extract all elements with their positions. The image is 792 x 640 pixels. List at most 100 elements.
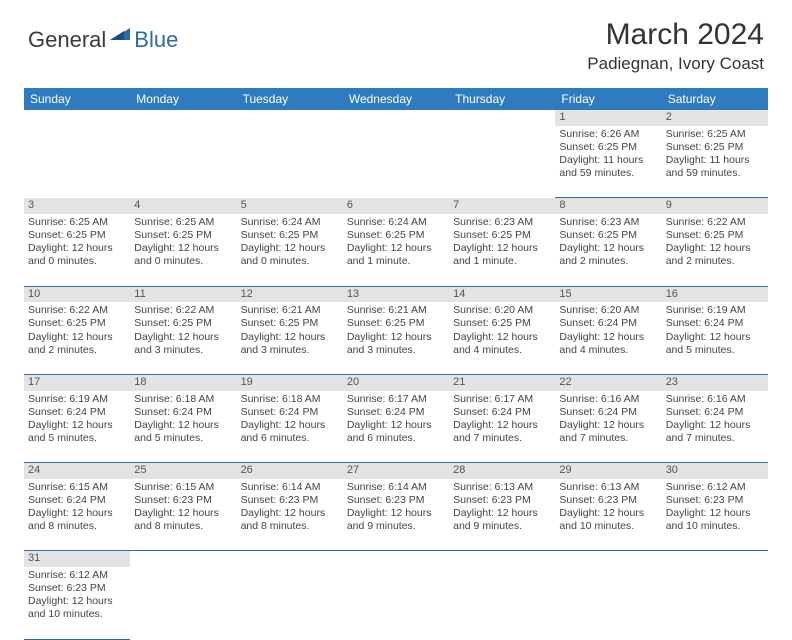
day-content-cell: Sunrise: 6:19 AMSunset: 6:24 PMDaylight:… [24, 391, 130, 463]
daylight-text: Daylight: 12 hours and 3 minutes. [347, 331, 445, 357]
sunset-text: Sunset: 6:23 PM [134, 494, 232, 507]
day-content-cell: Sunrise: 6:14 AMSunset: 6:23 PMDaylight:… [343, 479, 449, 551]
day-content-cell: Sunrise: 6:18 AMSunset: 6:24 PMDaylight:… [237, 391, 343, 463]
day-content-cell: Sunrise: 6:18 AMSunset: 6:24 PMDaylight:… [130, 391, 236, 463]
day-content-cell: Sunrise: 6:22 AMSunset: 6:25 PMDaylight:… [24, 302, 130, 374]
sunrise-text: Sunrise: 6:17 AM [347, 393, 445, 406]
sunset-text: Sunset: 6:24 PM [347, 406, 445, 419]
daylight-text: Daylight: 12 hours and 10 minutes. [28, 595, 126, 621]
sunrise-text: Sunrise: 6:14 AM [347, 481, 445, 494]
daylight-text: Daylight: 12 hours and 10 minutes. [559, 507, 657, 533]
day-content-cell [449, 126, 555, 198]
day-content-cell: Sunrise: 6:23 AMSunset: 6:25 PMDaylight:… [555, 214, 661, 286]
sunrise-text: Sunrise: 6:16 AM [559, 393, 657, 406]
sunrise-text: Sunrise: 6:22 AM [28, 304, 126, 317]
daylight-text: Daylight: 12 hours and 4 minutes. [453, 331, 551, 357]
daylight-text: Daylight: 12 hours and 0 minutes. [241, 242, 339, 268]
sunset-text: Sunset: 6:25 PM [241, 229, 339, 242]
day-content-cell [343, 567, 449, 639]
daylight-text: Daylight: 12 hours and 8 minutes. [28, 507, 126, 533]
daylight-text: Daylight: 11 hours and 59 minutes. [666, 154, 764, 180]
day-content-cell [130, 126, 236, 198]
day-content-cell: Sunrise: 6:17 AMSunset: 6:24 PMDaylight:… [449, 391, 555, 463]
sunrise-text: Sunrise: 6:15 AM [28, 481, 126, 494]
day-number-cell: 7 [449, 198, 555, 214]
weekday-header: Tuesday [237, 88, 343, 110]
sunset-text: Sunset: 6:23 PM [666, 494, 764, 507]
daylight-text: Daylight: 12 hours and 3 minutes. [241, 331, 339, 357]
day-content-cell: Sunrise: 6:25 AMSunset: 6:25 PMDaylight:… [24, 214, 130, 286]
day-content-cell: Sunrise: 6:16 AMSunset: 6:24 PMDaylight:… [662, 391, 768, 463]
sunset-text: Sunset: 6:25 PM [453, 229, 551, 242]
day-content-row: Sunrise: 6:15 AMSunset: 6:24 PMDaylight:… [24, 479, 768, 551]
sunrise-text: Sunrise: 6:25 AM [134, 216, 232, 229]
day-number-cell: 26 [237, 463, 343, 479]
day-number-cell: 19 [237, 374, 343, 390]
sunrise-text: Sunrise: 6:14 AM [241, 481, 339, 494]
day-content-row: Sunrise: 6:26 AMSunset: 6:25 PMDaylight:… [24, 126, 768, 198]
day-content-cell [130, 567, 236, 639]
day-number-cell: 17 [24, 374, 130, 390]
daylight-text: Daylight: 12 hours and 5 minutes. [666, 331, 764, 357]
sunrise-text: Sunrise: 6:13 AM [453, 481, 551, 494]
sunrise-text: Sunrise: 6:21 AM [241, 304, 339, 317]
sunset-text: Sunset: 6:24 PM [559, 317, 657, 330]
day-content-row: Sunrise: 6:12 AMSunset: 6:23 PMDaylight:… [24, 567, 768, 639]
sunrise-text: Sunrise: 6:25 AM [28, 216, 126, 229]
day-content-cell: Sunrise: 6:22 AMSunset: 6:25 PMDaylight:… [662, 214, 768, 286]
day-number-row: 12 [24, 110, 768, 126]
daylight-text: Daylight: 12 hours and 5 minutes. [28, 419, 126, 445]
day-number-cell: 31 [24, 551, 130, 567]
flag-icon [110, 26, 132, 45]
day-number-cell: 6 [343, 198, 449, 214]
sunset-text: Sunset: 6:25 PM [559, 229, 657, 242]
sunset-text: Sunset: 6:25 PM [134, 317, 232, 330]
sunrise-text: Sunrise: 6:19 AM [28, 393, 126, 406]
sunrise-text: Sunrise: 6:12 AM [666, 481, 764, 494]
sunrise-text: Sunrise: 6:12 AM [28, 569, 126, 582]
sunrise-text: Sunrise: 6:22 AM [134, 304, 232, 317]
day-number-cell: 9 [662, 198, 768, 214]
sunset-text: Sunset: 6:24 PM [241, 406, 339, 419]
day-content-cell [662, 567, 768, 639]
sunrise-text: Sunrise: 6:18 AM [241, 393, 339, 406]
sunset-text: Sunset: 6:24 PM [666, 406, 764, 419]
day-content-cell [237, 126, 343, 198]
sunrise-text: Sunrise: 6:15 AM [134, 481, 232, 494]
day-number-cell: 16 [662, 286, 768, 302]
daylight-text: Daylight: 12 hours and 2 minutes. [559, 242, 657, 268]
day-number-cell: 1 [555, 110, 661, 126]
day-number-row: 3456789 [24, 198, 768, 214]
day-content-cell: Sunrise: 6:25 AMSunset: 6:25 PMDaylight:… [662, 126, 768, 198]
day-number-cell: 12 [237, 286, 343, 302]
day-content-cell: Sunrise: 6:19 AMSunset: 6:24 PMDaylight:… [662, 302, 768, 374]
sunset-text: Sunset: 6:23 PM [453, 494, 551, 507]
day-content-cell: Sunrise: 6:16 AMSunset: 6:24 PMDaylight:… [555, 391, 661, 463]
day-number-cell [130, 110, 236, 126]
weekday-header: Friday [555, 88, 661, 110]
day-number-cell [237, 110, 343, 126]
day-number-cell: 14 [449, 286, 555, 302]
sunset-text: Sunset: 6:25 PM [241, 317, 339, 330]
daylight-text: Daylight: 12 hours and 8 minutes. [134, 507, 232, 533]
daylight-text: Daylight: 12 hours and 6 minutes. [241, 419, 339, 445]
day-number-row: 17181920212223 [24, 374, 768, 390]
day-number-cell: 24 [24, 463, 130, 479]
sunrise-text: Sunrise: 6:22 AM [666, 216, 764, 229]
sunset-text: Sunset: 6:25 PM [347, 317, 445, 330]
day-number-cell [449, 110, 555, 126]
day-content-row: Sunrise: 6:19 AMSunset: 6:24 PMDaylight:… [24, 391, 768, 463]
day-content-cell: Sunrise: 6:24 AMSunset: 6:25 PMDaylight:… [237, 214, 343, 286]
day-content-cell [449, 567, 555, 639]
sunset-text: Sunset: 6:24 PM [28, 494, 126, 507]
sunset-text: Sunset: 6:25 PM [559, 141, 657, 154]
day-number-cell: 8 [555, 198, 661, 214]
sunset-text: Sunset: 6:25 PM [28, 229, 126, 242]
day-content-cell: Sunrise: 6:17 AMSunset: 6:24 PMDaylight:… [343, 391, 449, 463]
day-content-cell: Sunrise: 6:22 AMSunset: 6:25 PMDaylight:… [130, 302, 236, 374]
daylight-text: Daylight: 12 hours and 0 minutes. [28, 242, 126, 268]
sunrise-text: Sunrise: 6:16 AM [666, 393, 764, 406]
daylight-text: Daylight: 12 hours and 6 minutes. [347, 419, 445, 445]
day-number-cell: 25 [130, 463, 236, 479]
header: General Blue March 2024 Padiegnan, Ivory… [0, 0, 792, 82]
